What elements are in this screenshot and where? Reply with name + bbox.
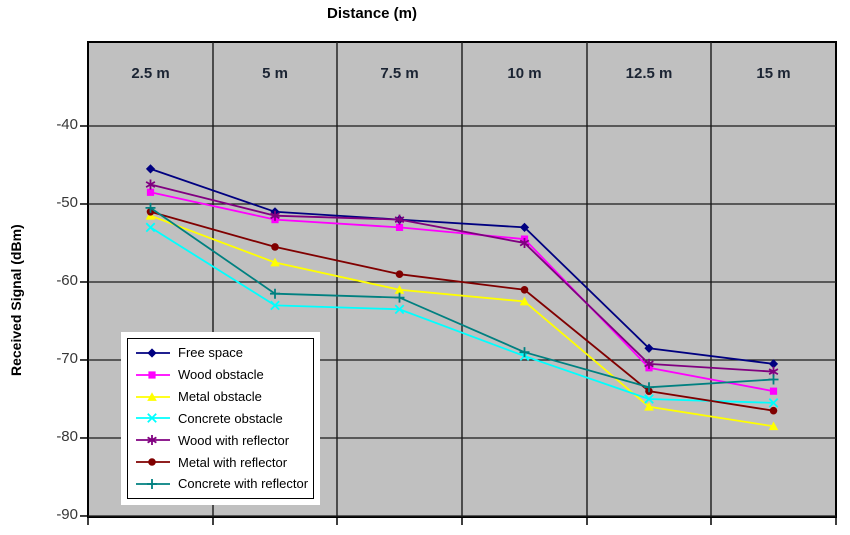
legend-item: Wood obstacle [136, 365, 313, 385]
legend: Free space Wood obstacle Metal obstacle Con… [127, 338, 314, 499]
column-header: 12.5 m [625, 65, 673, 82]
series-concrete-with-reflector [145, 202, 779, 393]
legend-marker-square-icon [136, 371, 170, 379]
legend-label: Free space [178, 345, 244, 361]
column-header: 2.5 m [131, 65, 170, 82]
y-tick-label: -40 [56, 116, 78, 133]
y-tick-label: -80 [56, 427, 78, 445]
legend-marker-x-icon [136, 413, 170, 424]
column-header: 7.5 m [380, 65, 419, 82]
column-header: 10 m [507, 65, 542, 82]
legend-marker-asterisk-icon [136, 435, 170, 446]
column-header: 15 m [756, 65, 791, 82]
legend-marker-triangle-icon [136, 391, 170, 401]
legend-label: Wood obstacle [178, 367, 264, 383]
legend-marker-circle-icon [136, 458, 170, 466]
legend-label: Metal with reflector [178, 454, 288, 470]
legend-label: Wood with reflector [178, 432, 290, 448]
column-header: 5 m [262, 65, 288, 82]
legend-marker-diamond-icon [136, 348, 170, 358]
legend-item: Concrete obstacle [136, 408, 313, 428]
legend-item: Metal with reflector [136, 452, 313, 472]
y-tick-label: -50 [56, 193, 78, 211]
series-metal-obstacle [145, 210, 779, 431]
y-tick-label: -60 [56, 271, 78, 289]
chart-title: Distance (m) [326, 5, 418, 22]
y-tick-label: -70 [56, 349, 78, 367]
series-wood-with-reflector [145, 179, 779, 377]
legend-label: Concrete obstacle [178, 410, 283, 426]
legend-item: Metal obstacle [136, 387, 313, 407]
y-axis-title: Received Signal (dBm) [8, 224, 24, 376]
legend-item: Free space [136, 343, 313, 363]
series-metal-with-reflector [146, 207, 778, 415]
legend-item: Wood with reflector [136, 430, 313, 450]
legend-marker-plus-icon [136, 478, 170, 489]
legend-label: Concrete with reflector [178, 476, 309, 492]
legend-label: Metal obstacle [178, 389, 262, 405]
y-tick-label: -90 [56, 505, 78, 523]
legend-item: Concrete with reflector [136, 474, 313, 494]
